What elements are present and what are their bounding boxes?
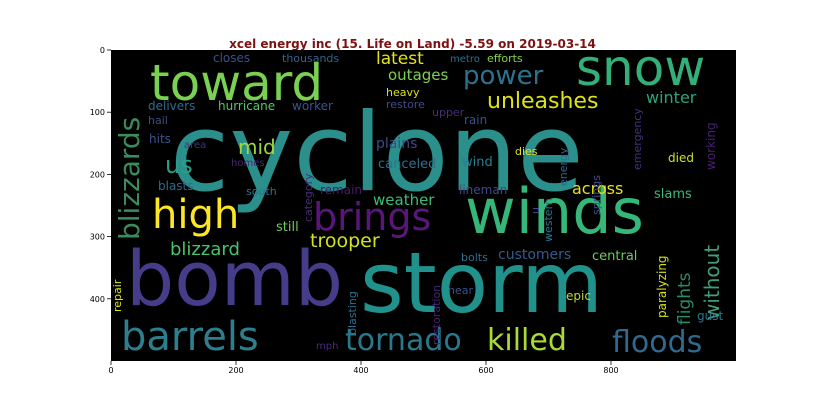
x-tick-label: 0 [108,366,113,375]
word-killed: killed [487,323,567,358]
word-storm: storm [360,234,603,332]
word-snow: snow [576,39,705,97]
word-energy: energy [557,147,570,186]
x-tick-label: 600 [478,366,493,375]
y-tick-label: 100 [90,108,105,117]
word-mph: mph [316,341,338,352]
word-toward: toward [150,54,323,112]
word-working: working [704,122,718,170]
word-blizzard: blizzard [170,239,240,260]
word-mid: mid [238,135,276,159]
y-tick-label: 400 [90,295,105,304]
word-hurricane: hurricane [218,99,275,113]
word-u: u [529,207,542,214]
word-without: without [700,245,724,320]
word-wind: wind [462,155,493,170]
word-thousands: thousands [282,52,339,65]
word-dies: dies [515,145,538,158]
word-springs: springs [590,175,603,215]
word-rain: rain [464,113,487,127]
word-outages: outages [388,66,449,84]
word-remain: remain [320,183,362,197]
word-tornado: tornado [345,323,462,358]
y-tick-label: 300 [90,233,105,242]
word-category: category [302,173,315,222]
word-winter: winter [646,88,697,107]
word-died: died [668,151,694,165]
word-customers: customers [498,247,571,263]
word-area: area [184,140,206,151]
word-epic: epic [566,289,591,303]
figure-title: xcel energy inc (15. Life on Land) -5.59… [229,37,596,51]
word-blizzards: blizzards [113,117,146,240]
word-south: south [246,185,277,198]
word-repair: repair [111,279,124,312]
word-still: still [276,220,299,235]
word-paralyzing: paralyzing [655,255,669,318]
word-heavy: heavy [386,86,420,99]
word-central: central [592,249,637,264]
word-western: western [542,198,555,242]
wordcloud-background [111,50,736,361]
word-metro: metro [450,54,480,65]
word-across: across [572,179,623,198]
word-us: us [165,151,193,179]
x-tick-label: 200 [228,366,243,375]
word-restoration: restoration [430,285,443,345]
word-bomb: bomb [126,234,343,323]
word-barrels: barrels [121,314,259,360]
word-latest: latest [376,49,424,69]
word-high: high [152,192,239,238]
word-efforts: efforts [487,52,523,65]
word-plains: plains [376,136,417,152]
word-closes: closes [213,51,250,65]
word-delivers: delivers [148,99,195,113]
word-hits: hits [149,132,171,146]
word-winds: winds [465,175,644,248]
word-emergency: emergency [631,108,644,170]
word-power: power [463,61,544,91]
x-tick-label: 800 [603,366,618,375]
y-tick-label: 0 [100,46,105,55]
word-trooper: trooper [310,230,380,252]
word-brings: brings [313,195,431,239]
word-near: near [448,284,473,297]
y-tick-label: 200 [90,170,105,179]
word-bolts: bolts [461,251,488,264]
word-homes: homes [231,158,265,169]
word-cyclone: cyclone [170,91,584,216]
word-blasts: blasts [158,179,194,193]
word-worker: worker [292,99,333,113]
axes: 0 200 400 600 800 0 100 200 300 400 [90,46,619,375]
word-flights: flights [675,272,695,325]
word-canceled: canceled [378,157,436,172]
word-unleashes: unleashes [487,89,598,114]
x-tick-label: 400 [353,366,368,375]
word-restore: restore [386,98,425,111]
word-blasting: blasting [346,291,359,335]
word-lineman: lineman [459,183,507,197]
word-hail: hail [148,114,168,127]
word-gust: gust [697,309,723,323]
word-slams: slams [654,187,692,202]
word-upper: upper [432,106,465,119]
word-floods: floods [612,325,702,360]
word-weather: weather [373,191,435,209]
